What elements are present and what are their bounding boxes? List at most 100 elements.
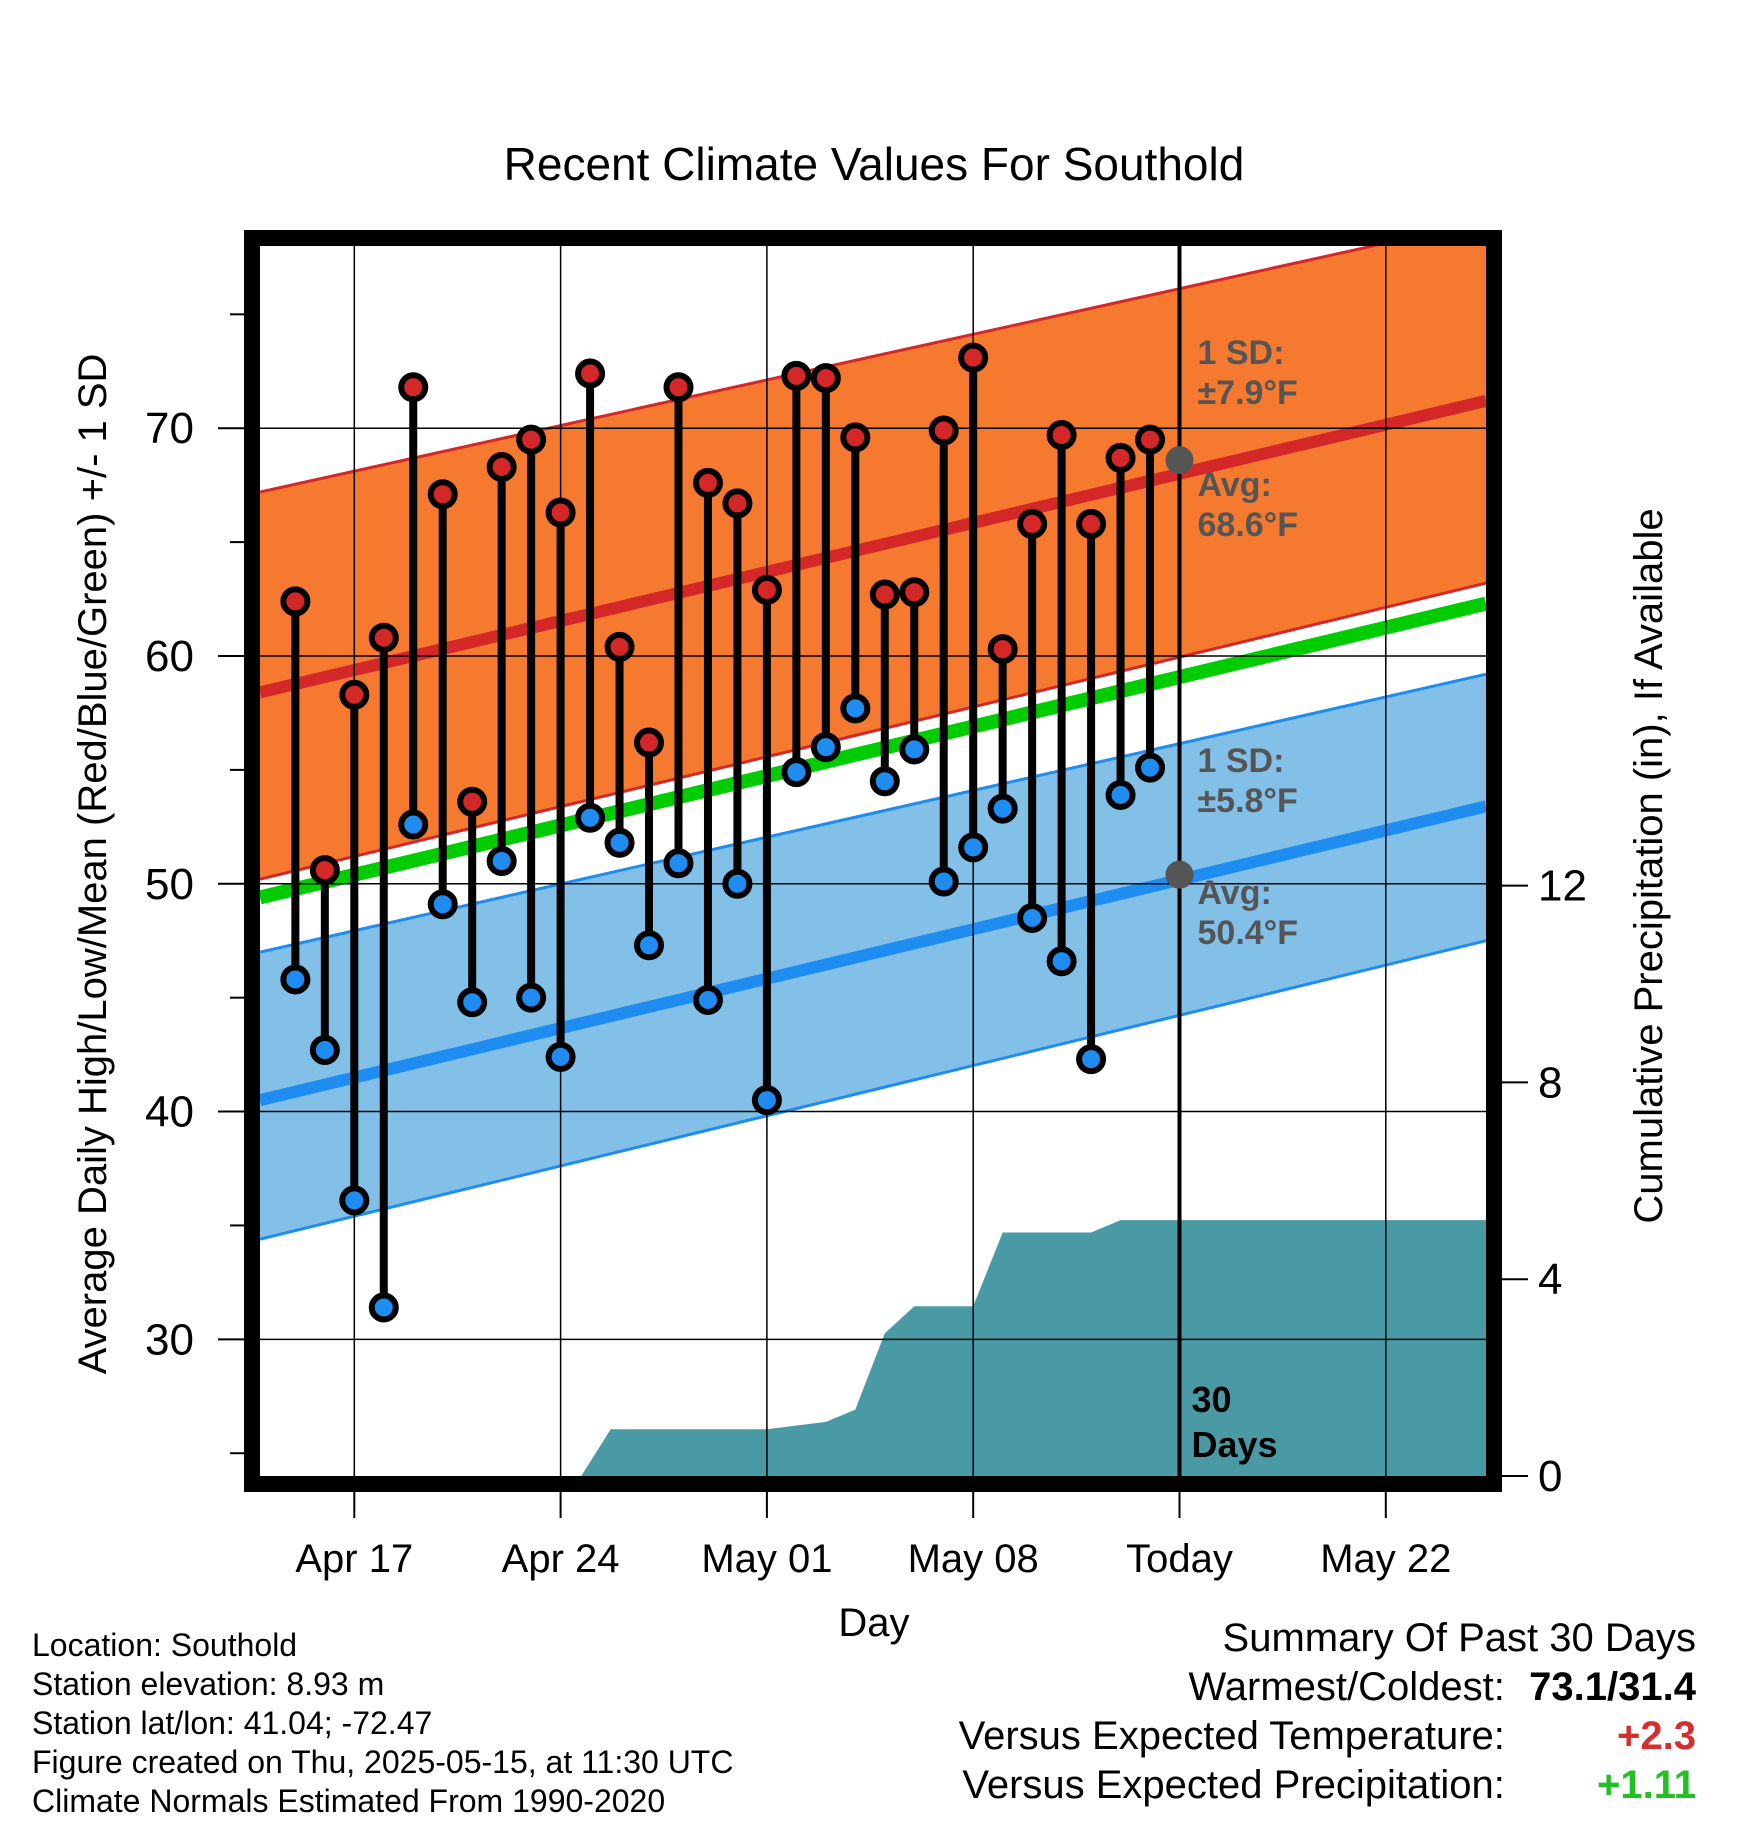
summary-panel: Summary Of Past 30 Days Warmest/Coldest:… — [959, 1614, 1696, 1810]
daily-low-point — [604, 827, 635, 858]
summary-warmest-value: 73.1/31.4 — [1529, 1665, 1696, 1709]
low-sd-value: ±5.8°F — [1198, 782, 1298, 820]
daily-low-point — [309, 1035, 340, 1066]
daily-low-point — [1105, 779, 1136, 810]
low-sd-lower-line — [260, 939, 1486, 1241]
summary-temp-row: Versus Expected Temperature: +2.3 — [959, 1712, 1696, 1761]
info-elevation: Station elevation: 8.93 m — [32, 1666, 385, 1702]
summary-warmest-row: Warmest/Coldest: 73.1/31.4 — [959, 1663, 1697, 1712]
daily-high-point — [987, 634, 1018, 665]
low-avg-line — [260, 800, 1486, 1107]
chart-title: Recent Climate Values For Southold — [504, 138, 1245, 190]
daily-high-point — [604, 631, 635, 662]
daily-low-point — [692, 984, 723, 1015]
high-avg-line — [260, 395, 1486, 699]
high-sd-lower-line — [260, 581, 1486, 881]
daily-high-point — [339, 679, 370, 710]
daily-high-point — [751, 574, 782, 605]
summary-precip-row: Versus Expected Precipitation: +1.11 — [959, 1761, 1696, 1810]
daily-high-point — [1076, 508, 1107, 539]
daily-low-point — [810, 732, 841, 763]
x-tick-label: Apr 17 — [295, 1537, 413, 1581]
info-normals: Climate Normals Estimated From 1990-2020 — [32, 1783, 666, 1819]
daily-low-point — [987, 793, 1018, 824]
x-tick-label: May 01 — [701, 1537, 832, 1581]
daily-high-point — [810, 363, 841, 394]
daily-low-point — [751, 1085, 782, 1116]
daily-low-point — [722, 868, 753, 899]
x-tick-label: May 08 — [908, 1537, 1039, 1581]
daily-low-point — [339, 1185, 370, 1216]
daily-low-point — [1046, 946, 1077, 977]
daily-high-point — [634, 727, 665, 758]
daily-high-point — [457, 786, 488, 817]
daily-high-point — [722, 488, 753, 519]
daily-high-point — [928, 415, 959, 446]
x-tick-label: May 22 — [1320, 1537, 1451, 1581]
daily-low-point — [663, 848, 694, 879]
daily-low-point — [368, 1292, 399, 1323]
daily-low-point — [545, 1041, 576, 1072]
days-label-number: 30 — [1192, 1379, 1232, 1420]
high-avg-value: 68.6°F — [1198, 506, 1299, 544]
high-sd-label: 1 SD: — [1198, 334, 1285, 372]
daily-high-point — [280, 586, 311, 617]
daily-high-point — [958, 342, 989, 373]
y2-axis-label: Cumulative Precipitation (in), If Availa… — [1627, 508, 1671, 1223]
daily-high-point — [575, 358, 606, 389]
daily-high-point — [486, 451, 517, 482]
y2-tick-label: 0 — [1538, 1452, 1562, 1501]
summary-precip-label: Versus Expected Precipitation: — [962, 1763, 1505, 1807]
y-tick-label: 60 — [145, 632, 194, 681]
plot-frame — [244, 230, 1502, 1492]
summary-heading: Summary Of Past 30 Days — [1222, 1616, 1696, 1660]
daily-low-point — [899, 734, 930, 765]
daily-high-point — [1135, 424, 1166, 455]
precip-area — [260, 1220, 1486, 1476]
daily-high-point — [1105, 442, 1136, 473]
y2-tick-label: 8 — [1538, 1058, 1562, 1107]
days-label-word: Days — [1192, 1424, 1278, 1465]
low-avg-label: Avg: — [1198, 874, 1272, 912]
daily-low-point — [928, 866, 959, 897]
summary-precip-value: +1.11 — [1596, 1763, 1696, 1807]
daily-low-point — [1017, 902, 1048, 933]
info-location: Location: Southold — [32, 1627, 298, 1663]
x-tick-label: Today — [1126, 1537, 1233, 1581]
daily-high-point — [309, 855, 340, 886]
x-tick-label: Apr 24 — [502, 1537, 620, 1581]
daily-low-point — [427, 889, 458, 920]
daily-high-point — [781, 360, 812, 391]
daily-high-point — [692, 467, 723, 498]
daily-low-point — [958, 832, 989, 863]
y2-tick-label: 12 — [1538, 862, 1587, 911]
info-latlon: Station lat/lon: 41.04; -72.47 — [32, 1705, 433, 1741]
daily-high-point — [869, 579, 900, 610]
daily-low-point — [398, 809, 429, 840]
daily-low-point — [1076, 1044, 1107, 1075]
daily-low-point — [575, 802, 606, 833]
daily-high-point — [516, 424, 547, 455]
daily-high-point — [398, 372, 429, 403]
y-axis-label: Average Daily High/Low/Mean (Red/Blue/Gr… — [71, 354, 115, 1375]
daily-low-point — [869, 766, 900, 797]
daily-low-point — [516, 982, 547, 1013]
daily-high-point — [663, 372, 694, 403]
summary-warmest-label: Warmest/Coldest: — [1188, 1665, 1505, 1709]
summary-temp-label: Versus Expected Temperature: — [958, 1714, 1505, 1758]
daily-high-point — [840, 422, 871, 453]
y-tick-label: 30 — [145, 1315, 194, 1364]
daily-low-point — [781, 757, 812, 788]
daily-low-point — [1135, 752, 1166, 783]
daily-low-point — [457, 987, 488, 1018]
high-sd-value: ±7.9°F — [1198, 374, 1298, 412]
daily-low-point — [634, 930, 665, 961]
daily-high-point — [1017, 508, 1048, 539]
daily-high-point — [368, 622, 399, 653]
y-tick-label: 40 — [145, 1088, 194, 1137]
daily-high-point — [427, 479, 458, 510]
station-info: Location: Southold Station elevation: 8.… — [32, 1626, 733, 1821]
